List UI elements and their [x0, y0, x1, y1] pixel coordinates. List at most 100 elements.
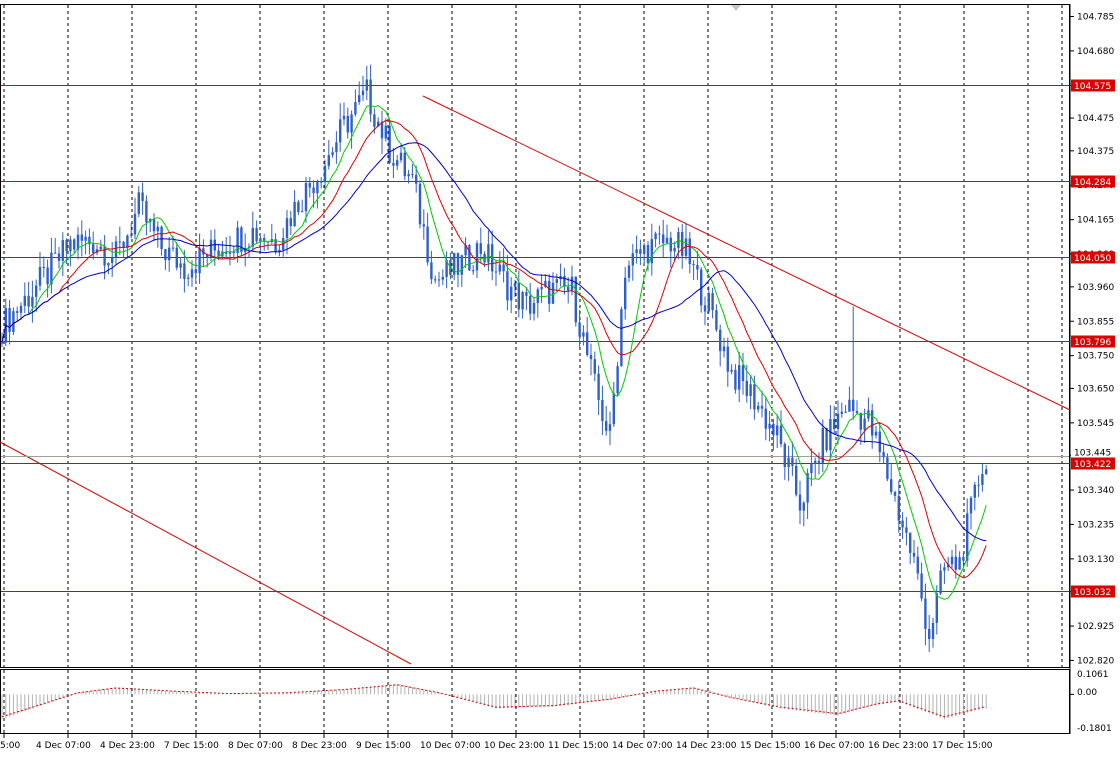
candle-body	[259, 238, 262, 242]
candle-body	[297, 201, 300, 212]
descending-trendline-upper[interactable]	[422, 95, 1071, 411]
candle-body	[867, 410, 870, 419]
candle-body	[232, 251, 235, 254]
candle-body	[890, 479, 893, 492]
candle-body	[544, 280, 547, 287]
candle-body	[920, 573, 923, 599]
price-tick-label: 104.375	[1077, 147, 1114, 157]
descending-trendline-lower[interactable]	[0, 441, 412, 665]
candle-body	[893, 491, 897, 496]
candle-body	[810, 463, 813, 474]
price-tick-label: 103.130	[1077, 555, 1114, 565]
candle-body	[8, 307, 11, 332]
time-axis-ticks: 5:00 4 Dec 07:00 4 Dec 23:00 7 Dec 15:00 8 D…	[0, 734, 993, 751]
candle-body	[791, 457, 794, 466]
candle-body	[145, 200, 148, 223]
candle-body	[802, 502, 805, 511]
time-tick-label: 4 Dec 07:00	[36, 741, 91, 751]
candle-body	[65, 240, 68, 252]
candle-body	[643, 245, 646, 254]
candle-body	[92, 244, 95, 253]
candle-body	[840, 411, 843, 414]
candle-body	[441, 276, 444, 280]
price-tick-label: 103.960	[1077, 283, 1114, 293]
candle-body	[798, 494, 802, 511]
candle-body	[27, 295, 30, 307]
candle-body	[472, 270, 475, 272]
candle-body	[916, 556, 919, 574]
candle-body	[255, 227, 258, 242]
candle-body	[513, 283, 517, 287]
time-tick-label: 11 Dec 15:00	[548, 741, 609, 751]
candle-body	[236, 227, 239, 254]
candle-body	[817, 460, 821, 463]
candle-body	[928, 628, 931, 640]
candle-body	[198, 248, 201, 274]
candle-body	[597, 373, 600, 400]
candle-body	[529, 295, 532, 314]
candle-body	[377, 121, 380, 127]
candle-body	[133, 213, 137, 235]
candle-body	[168, 247, 171, 261]
candle-body	[342, 115, 346, 120]
oscillator-tick-label: 0.1061	[1077, 670, 1109, 680]
candle-body	[844, 411, 847, 413]
candle-body	[358, 95, 361, 103]
time-tick-label: 16 Dec 07:00	[804, 741, 865, 751]
trendlines	[0, 95, 1071, 665]
oscillator-signal-line	[1, 684, 987, 718]
time-tick-label: 14 Dec 23:00	[676, 741, 737, 751]
candle-body	[563, 276, 566, 287]
candle-body	[84, 236, 87, 241]
candle-body	[973, 484, 976, 498]
candle-body	[510, 286, 513, 301]
candle-body	[741, 365, 745, 381]
candle-body	[939, 570, 942, 594]
candle-body	[821, 428, 824, 463]
candle-body	[715, 310, 718, 330]
candle-body	[54, 252, 57, 254]
time-tick-label: 7 Dec 15:00	[164, 741, 219, 751]
level-price-label: 104.575	[1074, 82, 1111, 92]
candle-body	[114, 241, 118, 258]
candle-body	[460, 255, 463, 275]
chart-shift-marker[interactable]	[731, 5, 741, 11]
candle-body	[217, 250, 220, 257]
candle-body	[16, 311, 19, 313]
candle-body	[156, 226, 159, 232]
candle-body	[202, 248, 205, 255]
candle-body	[422, 224, 425, 227]
candle-body	[532, 302, 536, 314]
candle-body	[164, 249, 167, 261]
candle-body	[209, 239, 213, 258]
candle-body	[506, 271, 509, 301]
candle-body	[779, 425, 783, 444]
candle-body	[388, 125, 391, 163]
candle-body	[874, 431, 878, 436]
candle-body	[331, 152, 334, 156]
candle-body	[924, 598, 927, 629]
candle-body	[605, 421, 608, 431]
vertical-grid	[3, 5, 1063, 733]
candle-body	[658, 233, 661, 235]
candle-body	[228, 251, 232, 254]
candle-body	[688, 238, 691, 264]
candle-body	[616, 366, 619, 394]
candle-body	[787, 457, 790, 467]
ma-fast-line	[1, 105, 987, 600]
candle-body	[437, 279, 441, 281]
current-price-tag	[1071, 448, 1115, 458]
price-tick-label: 102.925	[1077, 622, 1114, 632]
candle-body	[901, 520, 904, 528]
candle-body	[665, 237, 669, 244]
candle-body	[909, 532, 912, 553]
candle-body	[646, 245, 650, 264]
candle-body	[498, 264, 501, 272]
candle-body	[726, 346, 729, 372]
candle-body	[107, 262, 110, 266]
candle-body	[61, 240, 64, 261]
candle-body	[80, 234, 83, 241]
